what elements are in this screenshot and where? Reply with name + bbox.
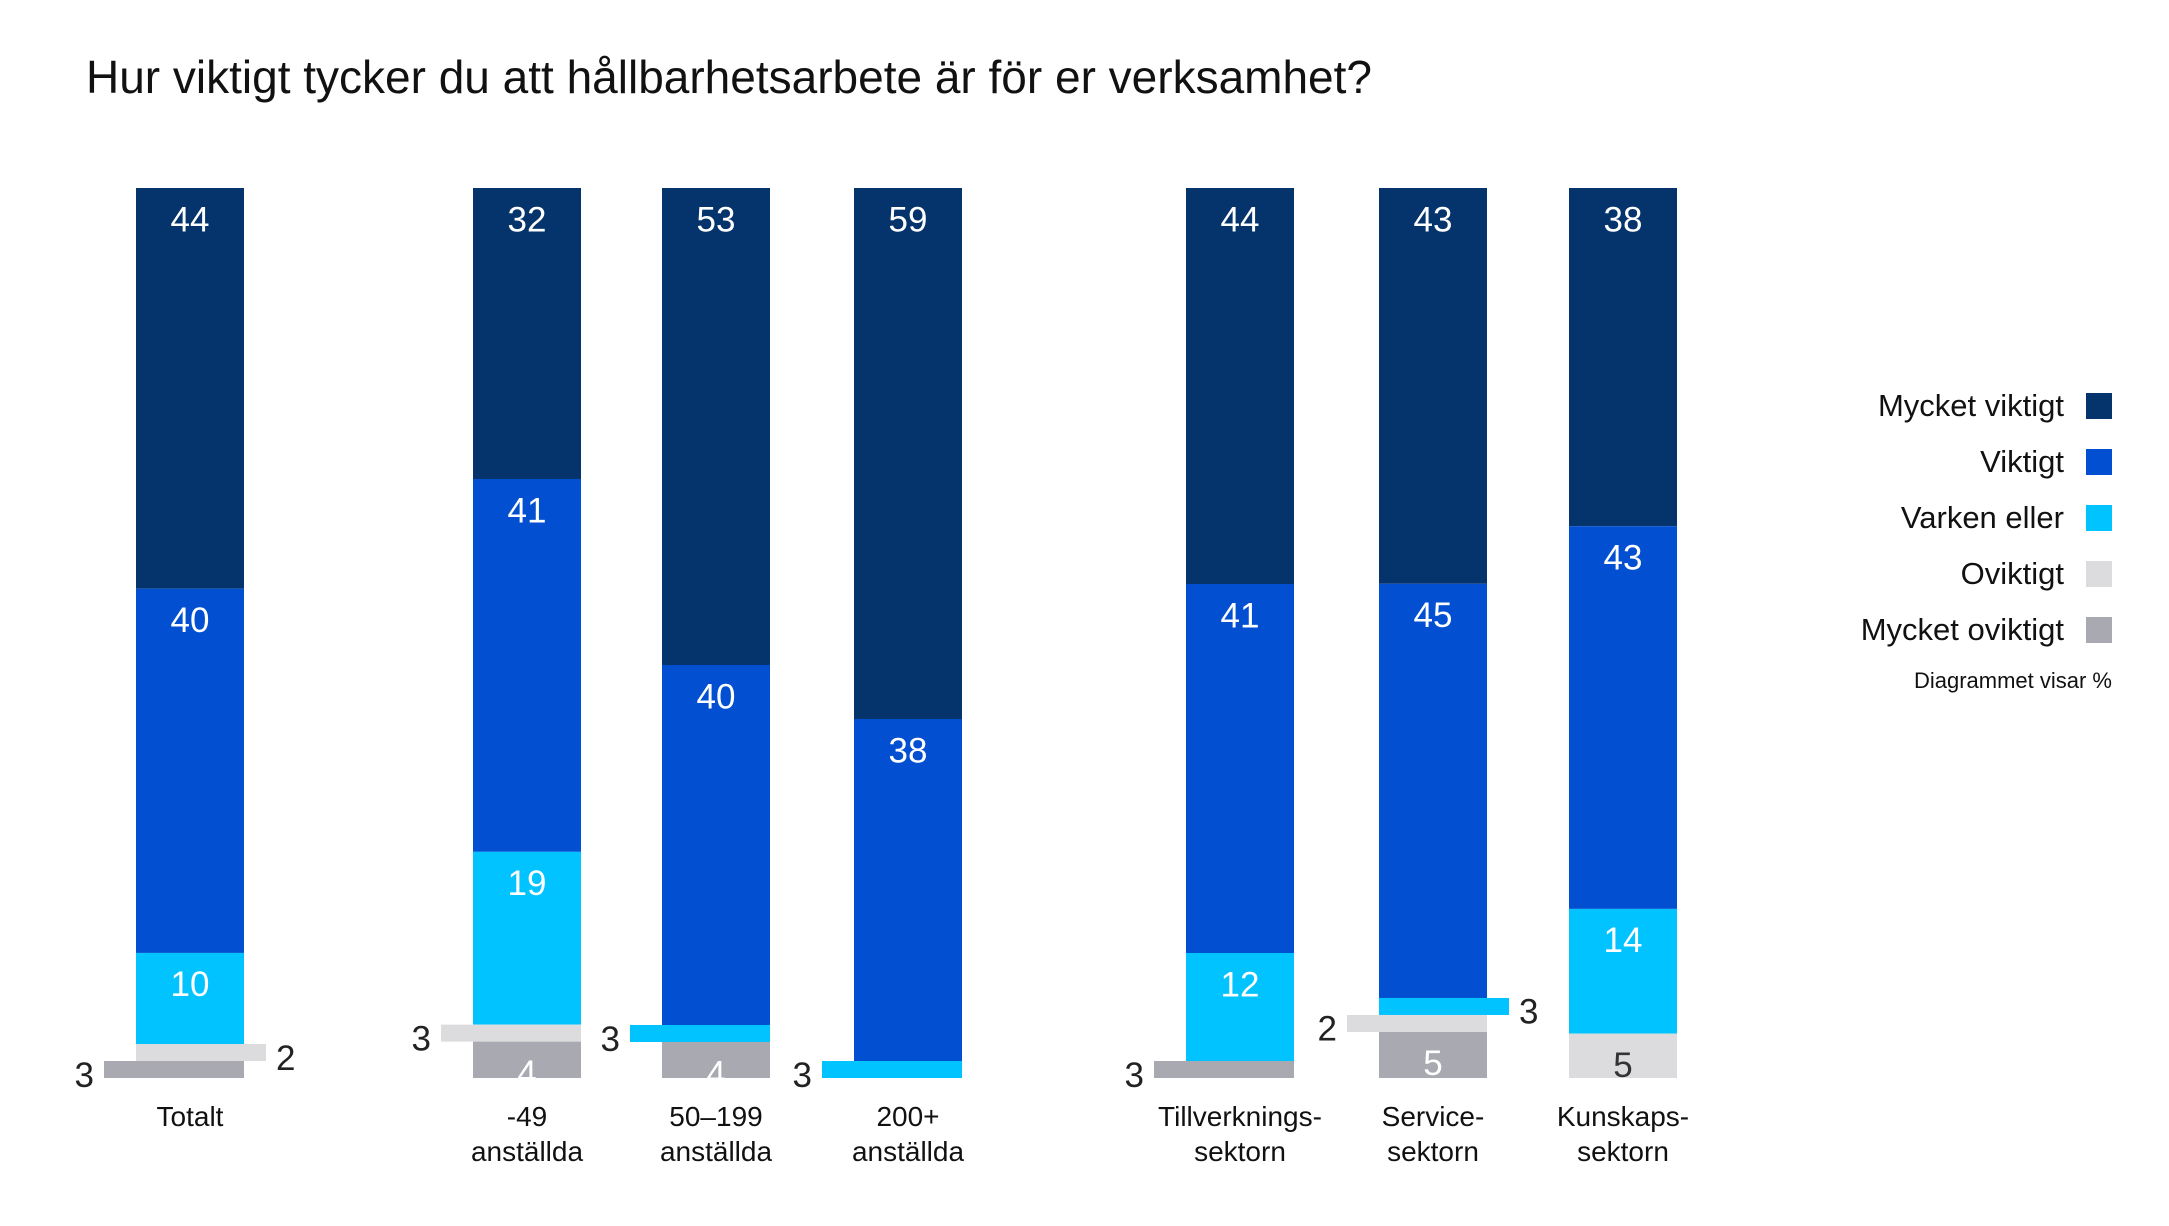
data-label-varken-eller: 10 bbox=[171, 965, 210, 1004]
bar-segment-oviktigt bbox=[136, 1044, 266, 1061]
data-label-mycket-oviktigt: 5 bbox=[1423, 1044, 1442, 1083]
data-label-mycket-viktigt: 44 bbox=[171, 200, 210, 239]
data-label-mycket-oviktigt: 4 bbox=[517, 1054, 536, 1093]
legend-swatch bbox=[2086, 617, 2112, 643]
legend-note: Diagrammet visar % bbox=[1913, 668, 2112, 693]
bar-segment-mycket-oviktigt bbox=[104, 1061, 244, 1078]
bar-segment-mycket-viktigt bbox=[136, 188, 244, 589]
bar-segment-viktigt bbox=[136, 588, 244, 953]
legend-label: Mycket oviktigt bbox=[1860, 612, 2064, 647]
category-label: -49 bbox=[507, 1101, 547, 1132]
legend-label: Viktigt bbox=[1980, 444, 2064, 479]
bar-segment-mycket-viktigt bbox=[473, 188, 581, 479]
category-label: anställda bbox=[660, 1136, 773, 1167]
bar-segment-varken-eller bbox=[1569, 908, 1677, 1034]
chart-title: Hur viktigt tycker du att hållbarhetsarb… bbox=[86, 51, 1373, 103]
data-label-mycket-viktigt: 32 bbox=[508, 200, 547, 239]
data-label-oviktigt: 2 bbox=[276, 1039, 295, 1078]
data-label-varken-eller: 19 bbox=[508, 864, 547, 903]
legend-item-mycket-viktigt: Mycket viktigt bbox=[1780, 378, 2112, 434]
data-label-viktigt: 45 bbox=[1414, 596, 1453, 635]
bar-segment-viktigt bbox=[1379, 583, 1487, 998]
data-label-mycket-viktigt: 38 bbox=[1604, 200, 1643, 239]
data-label-varken-eller: 12 bbox=[1221, 965, 1260, 1004]
bar-segment-mycket-oviktigt bbox=[473, 1041, 581, 1078]
bar-segment-mycket-oviktigt bbox=[662, 1042, 770, 1078]
bar-segment-mycket-viktigt bbox=[662, 188, 770, 665]
bar-segment-viktigt bbox=[662, 665, 770, 1025]
data-label-mycket-viktigt: 53 bbox=[697, 200, 736, 239]
data-label-oviktigt: 3 bbox=[412, 1019, 431, 1058]
category-label: anställda bbox=[471, 1136, 584, 1167]
bar-segment-mycket-viktigt bbox=[854, 188, 962, 719]
legend-swatch bbox=[2086, 505, 2112, 531]
legend-item-mycket-oviktigt: Mycket oviktigt bbox=[1780, 602, 2112, 658]
bar-segment-oviktigt bbox=[1569, 1033, 1677, 1078]
data-label-mycket-oviktigt: 3 bbox=[75, 1056, 94, 1095]
data-label-viktigt: 40 bbox=[171, 601, 210, 640]
category-label: Tillverknings- bbox=[1158, 1101, 1322, 1132]
legend-item-viktigt: Viktigt bbox=[1780, 434, 2112, 490]
data-label-varken-eller: 3 bbox=[601, 1020, 620, 1059]
category-label: sektorn bbox=[1387, 1136, 1479, 1167]
legend-label: Mycket viktigt bbox=[1877, 388, 2064, 423]
bar-segment-viktigt bbox=[1186, 584, 1294, 953]
bar-segment-oviktigt bbox=[1347, 1014, 1487, 1032]
bar-segment-mycket-viktigt bbox=[1379, 188, 1487, 584]
legend-item-varken-eller: Varken eller bbox=[1780, 490, 2112, 546]
data-label-mycket-viktigt: 59 bbox=[889, 200, 928, 239]
data-label-viktigt: 41 bbox=[508, 491, 547, 530]
category-label: 50–199 bbox=[669, 1101, 762, 1132]
data-label-mycket-oviktigt: 4 bbox=[706, 1054, 725, 1093]
bar-segment-viktigt bbox=[473, 479, 581, 852]
bar-segment-varken-eller bbox=[1379, 997, 1509, 1015]
bar-segment-mycket-viktigt bbox=[1569, 188, 1677, 527]
legend-item-oviktigt: Oviktigt bbox=[1780, 546, 2112, 602]
category-label: sektorn bbox=[1194, 1136, 1286, 1167]
legend-swatch bbox=[2086, 449, 2112, 475]
category-label: Totalt bbox=[157, 1101, 224, 1132]
legend: Mycket viktigt Viktigt Varken eller Ovik… bbox=[1780, 378, 2112, 658]
data-label-mycket-oviktigt: 3 bbox=[1125, 1056, 1144, 1095]
bar-segment-mycket-viktigt bbox=[1186, 188, 1294, 584]
data-label-varken-eller: 3 bbox=[1519, 993, 1538, 1032]
legend-swatch bbox=[2086, 561, 2112, 587]
bar-segment-viktigt bbox=[1569, 526, 1677, 909]
bar-segment-mycket-oviktigt bbox=[1379, 1031, 1487, 1078]
data-label-varken-eller: 3 bbox=[793, 1056, 812, 1095]
data-label-oviktigt: 2 bbox=[1318, 1010, 1337, 1049]
category-label: 200+ bbox=[876, 1101, 939, 1132]
legend-label: Oviktigt bbox=[1960, 556, 2064, 591]
category-label: anställda bbox=[852, 1136, 965, 1167]
data-label-viktigt: 40 bbox=[697, 677, 736, 716]
category-label: Service- bbox=[1382, 1101, 1485, 1132]
data-label-oviktigt: 5 bbox=[1613, 1046, 1632, 1085]
legend-swatch bbox=[2086, 393, 2112, 419]
data-label-viktigt: 41 bbox=[1221, 596, 1260, 635]
data-label-mycket-viktigt: 43 bbox=[1414, 200, 1453, 239]
bar-segment-oviktigt bbox=[441, 1024, 581, 1042]
category-label: sektorn bbox=[1577, 1136, 1669, 1167]
category-label: Kunskaps- bbox=[1557, 1101, 1689, 1132]
bar-segment-mycket-oviktigt bbox=[1154, 1061, 1294, 1078]
data-label-varken-eller: 14 bbox=[1604, 921, 1643, 960]
data-label-viktigt: 38 bbox=[889, 731, 928, 770]
bar-segment-varken-eller bbox=[822, 1061, 962, 1078]
bar-segment-varken-eller bbox=[136, 952, 244, 1044]
legend-label: Varken eller bbox=[1900, 500, 2064, 535]
bar-segment-varken-eller bbox=[473, 851, 581, 1025]
data-label-viktigt: 43 bbox=[1604, 538, 1643, 577]
data-label-mycket-viktigt: 44 bbox=[1221, 200, 1260, 239]
bar-segment-varken-eller bbox=[1186, 953, 1294, 1061]
bar-segment-varken-eller bbox=[630, 1025, 770, 1042]
bar-segment-viktigt bbox=[854, 719, 962, 1061]
